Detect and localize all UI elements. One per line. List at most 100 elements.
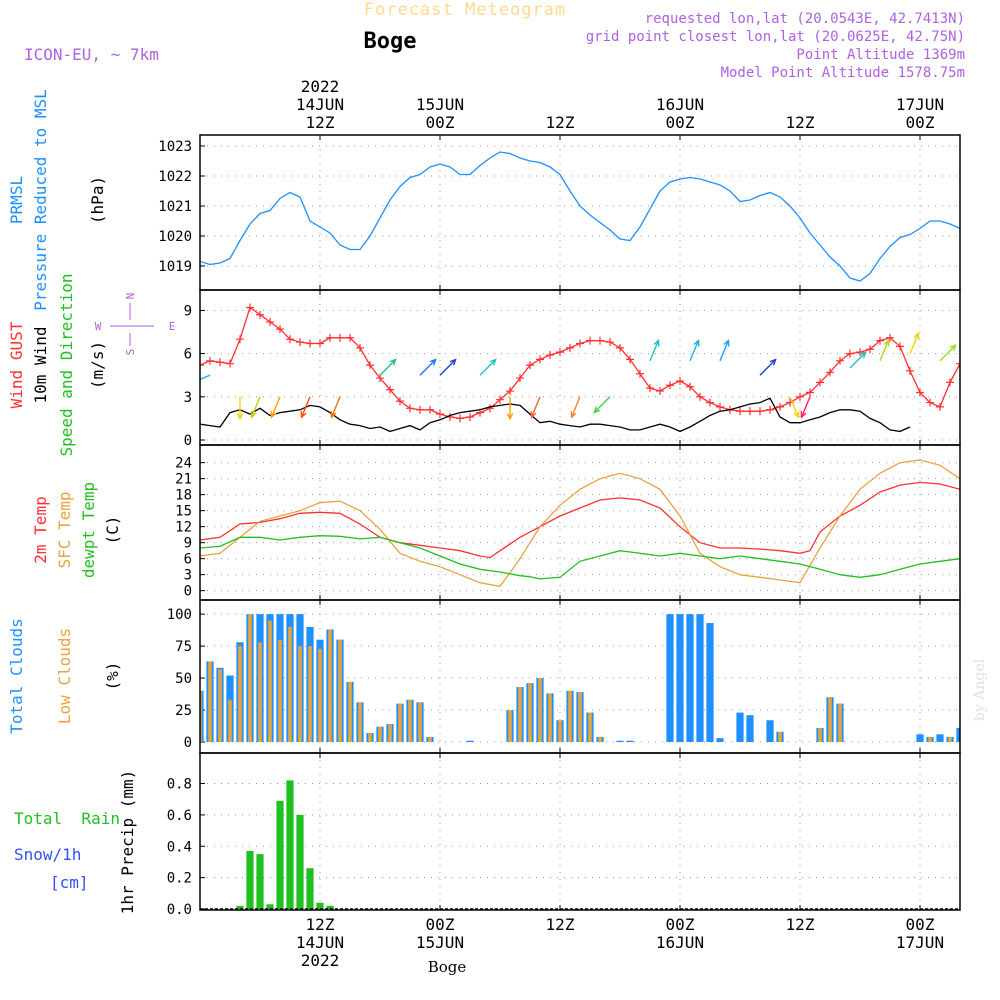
ytick-label: 9 [184,536,192,552]
wind-arrow [439,359,457,376]
gust-marker [426,405,434,414]
wind-arrow [300,396,311,418]
gust-marker [856,348,864,357]
series-sfc-temp [200,459,960,588]
time-tick-label: 12Z [546,113,575,132]
bar-low-clouds [388,724,392,742]
panel-frame [199,444,961,601]
bar-low-clouds [258,642,262,742]
gust-marker [846,349,854,358]
gust-marker [706,398,714,407]
gust-marker [296,338,304,347]
requested-coords: requested lon,lat (20.0543E, 42.7413N) [645,11,965,27]
bar-low-clouds [548,693,552,742]
gust-marker [936,402,944,411]
gust-marker [616,343,624,352]
gust-marker [916,388,924,397]
ytick-label: 6 [184,552,192,568]
plot-clouds [200,614,960,742]
panel-label: Pressure Reduced to MSL [31,89,50,311]
panel-label: 10m Wind [31,326,50,403]
gust-marker [736,407,744,416]
bar-low-clouds [408,699,412,742]
gridpoint-coords: grid point closest lon,lat (20.0625E, 42… [586,29,965,45]
bar-total-rain [296,814,304,909]
wind-arrow [270,396,281,418]
ytick-label: 1019 [158,259,192,275]
wind-arrow-head [180,379,186,384]
wind-arrow [789,396,800,418]
wind-arrow [593,396,611,413]
compass-s: S [124,349,137,356]
gust-marker [246,303,254,312]
wind-arrow-head [236,413,244,421]
series-dewpt-temp [200,535,960,580]
gust-marker [886,333,894,342]
bar-low-clouds [818,727,822,742]
time-tick-label: 12Z [546,915,575,934]
ytick-label: 21 [175,472,192,488]
gust-marker [876,336,884,345]
compass-icon: N W E S [95,293,176,356]
bar-total-rain [236,905,244,909]
wind-arrow [800,396,811,418]
time-tick-label: 00Z [906,915,935,934]
wind-arrow-head [300,411,307,419]
cloud-labels: Total Clouds Low Clouds (%) [7,618,122,734]
gust-marker [396,397,404,406]
gust-marker [686,382,694,391]
gust-marker [816,378,824,387]
gust-marker [636,369,644,378]
wind-arrow-head [800,411,807,419]
ytick-label: 12 [175,520,192,536]
time-tick-label: 00Z [666,113,695,132]
wind-arrow-head [593,406,601,414]
bar-total-clouds [956,727,960,742]
ytick-label: 9 [184,303,192,319]
wind-arrow-head [913,331,920,340]
gust-marker [306,339,314,348]
wind-arrow [689,340,700,362]
bar-total-rain [246,850,254,909]
wind-arrow-head [570,411,577,419]
gust-marker [676,376,684,385]
time-tick-label: 00Z [906,113,935,132]
bar-low-clouds [588,712,592,742]
gust-marker [986,357,994,365]
bar-low-clouds [368,733,372,742]
bar-low-clouds [518,687,522,742]
bar-low-clouds [338,639,342,742]
gust-marker [506,387,514,396]
gust-marker [626,355,634,364]
gust-marker [796,392,804,401]
gust-marker [576,339,584,348]
bar-low-clouds [298,646,302,742]
gust-marker [606,338,614,347]
ytick-label: 1023 [158,139,192,155]
gust-marker [996,357,1000,365]
precip-axis-label: 1hr Precip (mm) [118,770,137,915]
wind-arrow-head [190,379,196,384]
time-tick-label: 17JUN [896,933,944,952]
gust-marker [586,336,594,345]
bar-low-clouds [778,731,782,742]
ytick-label: 0.4 [167,839,192,855]
wind-arrow [909,333,920,354]
wind-arrow [959,367,960,368]
bar-low-clouds [358,702,362,742]
ytick-label: 0.0 [167,902,192,918]
gust-marker [746,407,754,416]
bar-low-clouds [828,697,832,742]
gust-marker [546,351,554,360]
panel-label: dewpt Temp [79,482,98,578]
wind-arrow-head [883,338,890,347]
plot-temperature [200,459,960,588]
wind-arrow [419,359,437,376]
gust-marker [316,339,324,348]
ytick-label: 1021 [158,199,192,215]
time-tick-label: 16JUN [656,933,704,952]
bar-total-clouds [626,740,634,742]
